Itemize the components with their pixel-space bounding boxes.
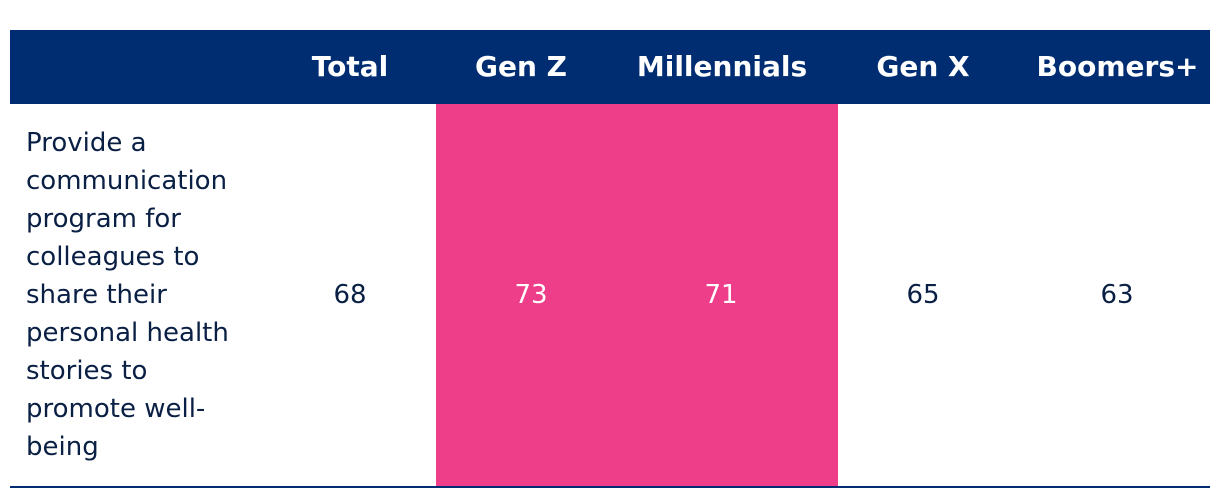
comparison-table: Total Gen Z Millennials Gen X Boomers+ P…: [10, 30, 1210, 488]
column-header-total: Total: [311, 50, 389, 83]
column-header-millennials: Millennials: [636, 50, 808, 83]
table-row: Provide a communication program for coll…: [10, 104, 1210, 486]
value-cell-millennials: 71: [704, 280, 738, 310]
value-cell-gen-z: 73: [514, 280, 548, 310]
table-bottom-border: [10, 486, 1210, 488]
value-cell-total: 68: [333, 280, 367, 310]
column-header-gen-x: Gen X: [876, 50, 970, 83]
table-header: Total Gen Z Millennials Gen X Boomers+: [10, 30, 1210, 104]
column-header-boomers: Boomers+: [1036, 50, 1199, 83]
column-header-gen-z: Gen Z: [475, 50, 567, 83]
highlight-block: [436, 104, 838, 486]
value-cell-gen-x: 65: [906, 280, 940, 310]
row-label: Provide a communication program for coll…: [26, 128, 229, 462]
value-cell-boomers: 63: [1100, 280, 1134, 310]
